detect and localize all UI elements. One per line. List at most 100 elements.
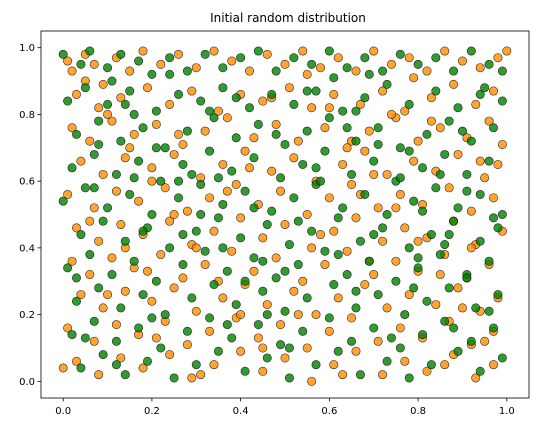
- data-point-series-1: [378, 66, 388, 76]
- data-point-series-0: [395, 189, 405, 199]
- data-point-series-0: [63, 189, 73, 199]
- data-point-series-1: [422, 296, 432, 306]
- data-point-series-1: [324, 113, 334, 123]
- data-point-series-1: [497, 210, 507, 220]
- data-point-series-1: [160, 310, 170, 320]
- data-point-series-0: [169, 210, 179, 220]
- data-point-series-0: [94, 370, 104, 380]
- data-point-series-1: [302, 293, 312, 303]
- data-point-series-1: [493, 290, 503, 300]
- data-point-series-1: [187, 293, 197, 303]
- data-point-series-1: [218, 83, 228, 93]
- data-point-series-0: [76, 156, 86, 166]
- data-point-series-0: [98, 79, 108, 89]
- data-point-series-1: [129, 256, 139, 266]
- data-point-series-0: [302, 343, 312, 353]
- data-point-series-0: [178, 139, 188, 149]
- data-point-series-0: [475, 156, 485, 166]
- data-point-series-1: [435, 250, 445, 260]
- data-point-series-0: [147, 163, 157, 173]
- data-point-series-0: [67, 66, 77, 76]
- data-point-series-1: [231, 300, 241, 310]
- data-point-series-1: [196, 210, 206, 220]
- data-point-series-0: [116, 353, 126, 363]
- data-point-series-1: [134, 323, 144, 333]
- data-point-series-0: [89, 336, 99, 346]
- data-point-series-0: [205, 326, 215, 336]
- data-point-series-0: [342, 246, 352, 256]
- data-point-series-0: [409, 156, 419, 166]
- data-point-series-0: [484, 116, 494, 126]
- data-point-series-1: [200, 49, 210, 59]
- data-point-series-1: [205, 106, 215, 116]
- data-point-series-0: [413, 136, 423, 146]
- data-point-series-0: [284, 83, 294, 93]
- data-point-series-1: [253, 46, 263, 56]
- data-point-series-1: [311, 163, 321, 173]
- data-point-series-1: [271, 273, 281, 283]
- data-point-series-1: [280, 139, 290, 149]
- data-point-series-1: [289, 53, 299, 63]
- data-point-series-0: [315, 230, 325, 240]
- data-point-series-0: [449, 79, 459, 89]
- data-point-series-0: [103, 109, 113, 119]
- data-point-series-1: [191, 226, 201, 236]
- x-tick-label: 0.4: [233, 406, 249, 417]
- data-point-series-0: [125, 143, 135, 153]
- data-point-series-0: [426, 116, 436, 126]
- data-point-series-0: [351, 66, 361, 76]
- data-point-series-1: [222, 320, 232, 330]
- data-point-series-1: [111, 360, 121, 370]
- data-point-series-1: [107, 270, 117, 280]
- data-point-series-0: [156, 59, 166, 69]
- data-point-series-1: [63, 263, 73, 273]
- data-point-series-0: [307, 243, 317, 253]
- data-point-series-1: [315, 176, 325, 186]
- data-point-series-1: [440, 240, 450, 250]
- data-point-series-1: [156, 176, 166, 186]
- data-point-series-1: [298, 159, 308, 169]
- data-point-series-0: [71, 356, 81, 366]
- data-point-series-1: [347, 169, 357, 179]
- data-point-series-1: [466, 46, 476, 56]
- data-point-series-1: [107, 76, 117, 86]
- data-point-series-1: [373, 290, 383, 300]
- data-point-series-0: [182, 340, 192, 350]
- data-point-series-1: [351, 106, 361, 116]
- data-point-series-0: [422, 66, 432, 76]
- data-point-series-1: [120, 370, 130, 380]
- data-point-series-0: [169, 283, 179, 293]
- data-point-series-0: [391, 203, 401, 213]
- data-point-series-1: [85, 250, 95, 260]
- y-tick-label: 0.6: [19, 177, 35, 188]
- data-point-series-0: [258, 366, 268, 376]
- data-point-series-1: [245, 103, 255, 113]
- y-tick-label: 0.8: [19, 110, 35, 121]
- data-point-series-0: [338, 370, 348, 380]
- data-point-series-0: [89, 203, 99, 213]
- data-point-series-1: [200, 246, 210, 256]
- data-point-series-0: [138, 363, 148, 373]
- data-point-series-1: [351, 286, 361, 296]
- data-point-series-1: [426, 360, 436, 370]
- data-point-series-0: [191, 243, 201, 253]
- data-point-series-1: [413, 59, 423, 69]
- data-point-series-1: [262, 353, 272, 363]
- data-point-series-1: [475, 366, 485, 376]
- data-point-series-1: [351, 136, 361, 146]
- data-point-series-1: [63, 96, 73, 106]
- data-point-series-1: [129, 173, 139, 183]
- data-point-series-1: [262, 310, 272, 320]
- data-point-series-0: [400, 106, 410, 116]
- data-point-series-1: [222, 266, 232, 276]
- data-point-series-0: [271, 253, 281, 263]
- data-point-series-1: [89, 149, 99, 159]
- data-point-series-1: [196, 96, 206, 106]
- data-point-series-1: [80, 333, 90, 343]
- data-point-series-0: [413, 236, 423, 246]
- data-point-series-0: [404, 53, 414, 63]
- data-point-series-1: [134, 156, 144, 166]
- data-point-series-0: [71, 89, 81, 99]
- data-point-series-1: [440, 316, 450, 326]
- data-point-series-1: [493, 223, 503, 233]
